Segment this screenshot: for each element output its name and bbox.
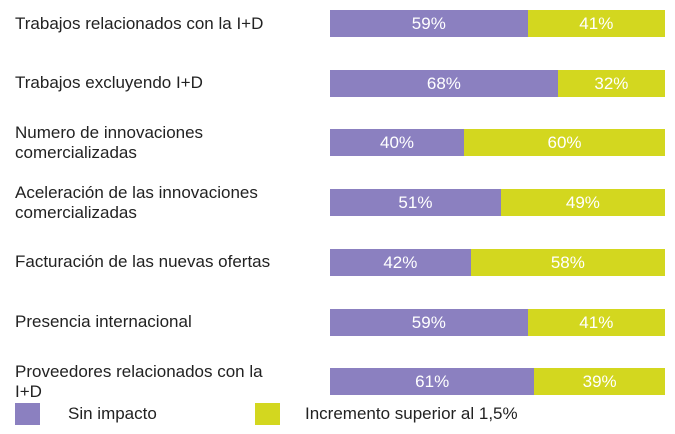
value-label: 68% — [426, 73, 461, 93]
bar-segment: 60% — [464, 129, 665, 157]
value-label: 60% — [547, 133, 582, 153]
value-label: 39% — [582, 372, 617, 392]
bar-segment: 51% — [330, 189, 501, 217]
bar-segment: 59% — [330, 308, 528, 336]
value-label: 41% — [579, 312, 614, 332]
value-label: 32% — [594, 73, 629, 93]
category-label: Trabajos excluyendo I+D — [15, 73, 203, 93]
category-label: Facturación de las nuevas ofertas — [15, 252, 271, 272]
bar-segment: 58% — [470, 248, 665, 276]
value-label: 51% — [398, 193, 433, 213]
bar-segment: 39% — [534, 368, 665, 396]
value-label: 42% — [383, 252, 418, 272]
legend-label: Incremento superior al 1,5% — [305, 404, 518, 423]
bar-segment: 42% — [330, 248, 471, 276]
value-label: 40% — [379, 133, 415, 153]
bar-segment: 61% — [330, 368, 535, 396]
value-label: 41% — [579, 14, 614, 33]
bar-segment: 40% — [330, 129, 464, 157]
bar-segment: 32% — [557, 69, 665, 97]
value-label: 61% — [415, 372, 450, 392]
bar-segment: 68% — [330, 69, 558, 97]
category-label: Aceleración de las innovaciones comercia… — [15, 182, 258, 222]
legend-swatch — [15, 403, 40, 425]
legend-swatch — [255, 403, 280, 425]
category-label: Proveedores relacionados con la I+D — [15, 361, 263, 401]
bar-segment: 49% — [500, 189, 665, 217]
category-label: Numero de innovaciones comercializadas — [15, 122, 204, 162]
category-label: Trabajos relacionados con la I+D — [15, 13, 264, 33]
category-label: Presencia internacional — [15, 312, 192, 331]
value-label: 58% — [550, 252, 585, 272]
value-label: 49% — [565, 193, 600, 213]
value-label: 59% — [411, 312, 446, 332]
bar-segment: 41% — [527, 308, 665, 336]
value-label: 59% — [411, 14, 446, 33]
bar-segment: 41% — [527, 10, 665, 37]
legend-label: Sin impacto — [68, 404, 157, 423]
bar-segment: 59% — [330, 10, 528, 37]
